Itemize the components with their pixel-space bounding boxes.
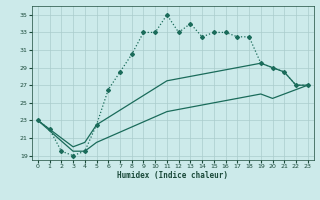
X-axis label: Humidex (Indice chaleur): Humidex (Indice chaleur): [117, 171, 228, 180]
